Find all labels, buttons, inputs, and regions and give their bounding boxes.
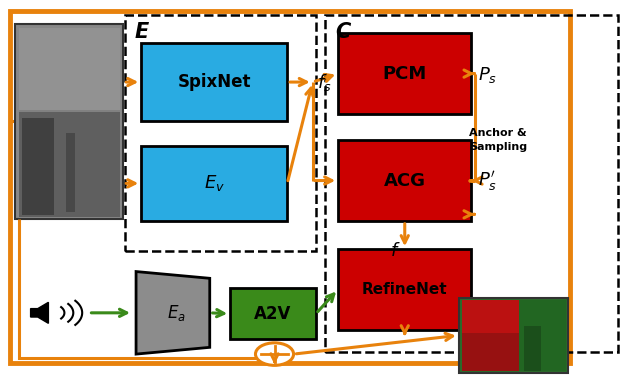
Bar bbox=[338, 249, 471, 330]
Bar bbox=[230, 288, 316, 339]
Bar bbox=[338, 33, 471, 114]
Text: $P_s$: $P_s$ bbox=[478, 65, 497, 85]
Bar bbox=[10, 11, 570, 364]
Text: $P_s'$: $P_s'$ bbox=[478, 169, 497, 194]
Text: $E_v$: $E_v$ bbox=[204, 174, 225, 194]
Text: $f_s$: $f_s$ bbox=[317, 71, 332, 93]
Text: $E_a$: $E_a$ bbox=[167, 303, 186, 323]
Text: C: C bbox=[335, 22, 350, 42]
Text: ACG: ACG bbox=[383, 172, 426, 189]
Bar bbox=[15, 24, 123, 219]
Text: RefineNet: RefineNet bbox=[362, 282, 448, 297]
Bar bbox=[338, 140, 471, 221]
Text: A2V: A2V bbox=[255, 305, 292, 323]
Bar bbox=[22, 118, 54, 215]
Text: SpixNet: SpixNet bbox=[177, 73, 251, 91]
Bar bbox=[66, 133, 75, 212]
Bar bbox=[519, 300, 566, 371]
Bar bbox=[141, 146, 287, 221]
Bar bbox=[462, 333, 522, 371]
Bar bbox=[125, 14, 316, 251]
Text: PCM: PCM bbox=[383, 65, 427, 83]
Bar bbox=[325, 14, 618, 352]
Bar bbox=[459, 298, 568, 373]
Bar bbox=[524, 326, 540, 371]
Bar bbox=[462, 300, 522, 371]
Bar bbox=[141, 43, 287, 121]
Polygon shape bbox=[136, 271, 210, 354]
Polygon shape bbox=[31, 302, 48, 323]
Text: E: E bbox=[135, 22, 149, 42]
Circle shape bbox=[255, 343, 293, 366]
Bar bbox=[19, 28, 120, 112]
Bar bbox=[19, 110, 120, 217]
Text: Anchor &
Sampling: Anchor & Sampling bbox=[469, 128, 527, 152]
Text: $f$: $f$ bbox=[390, 242, 401, 260]
